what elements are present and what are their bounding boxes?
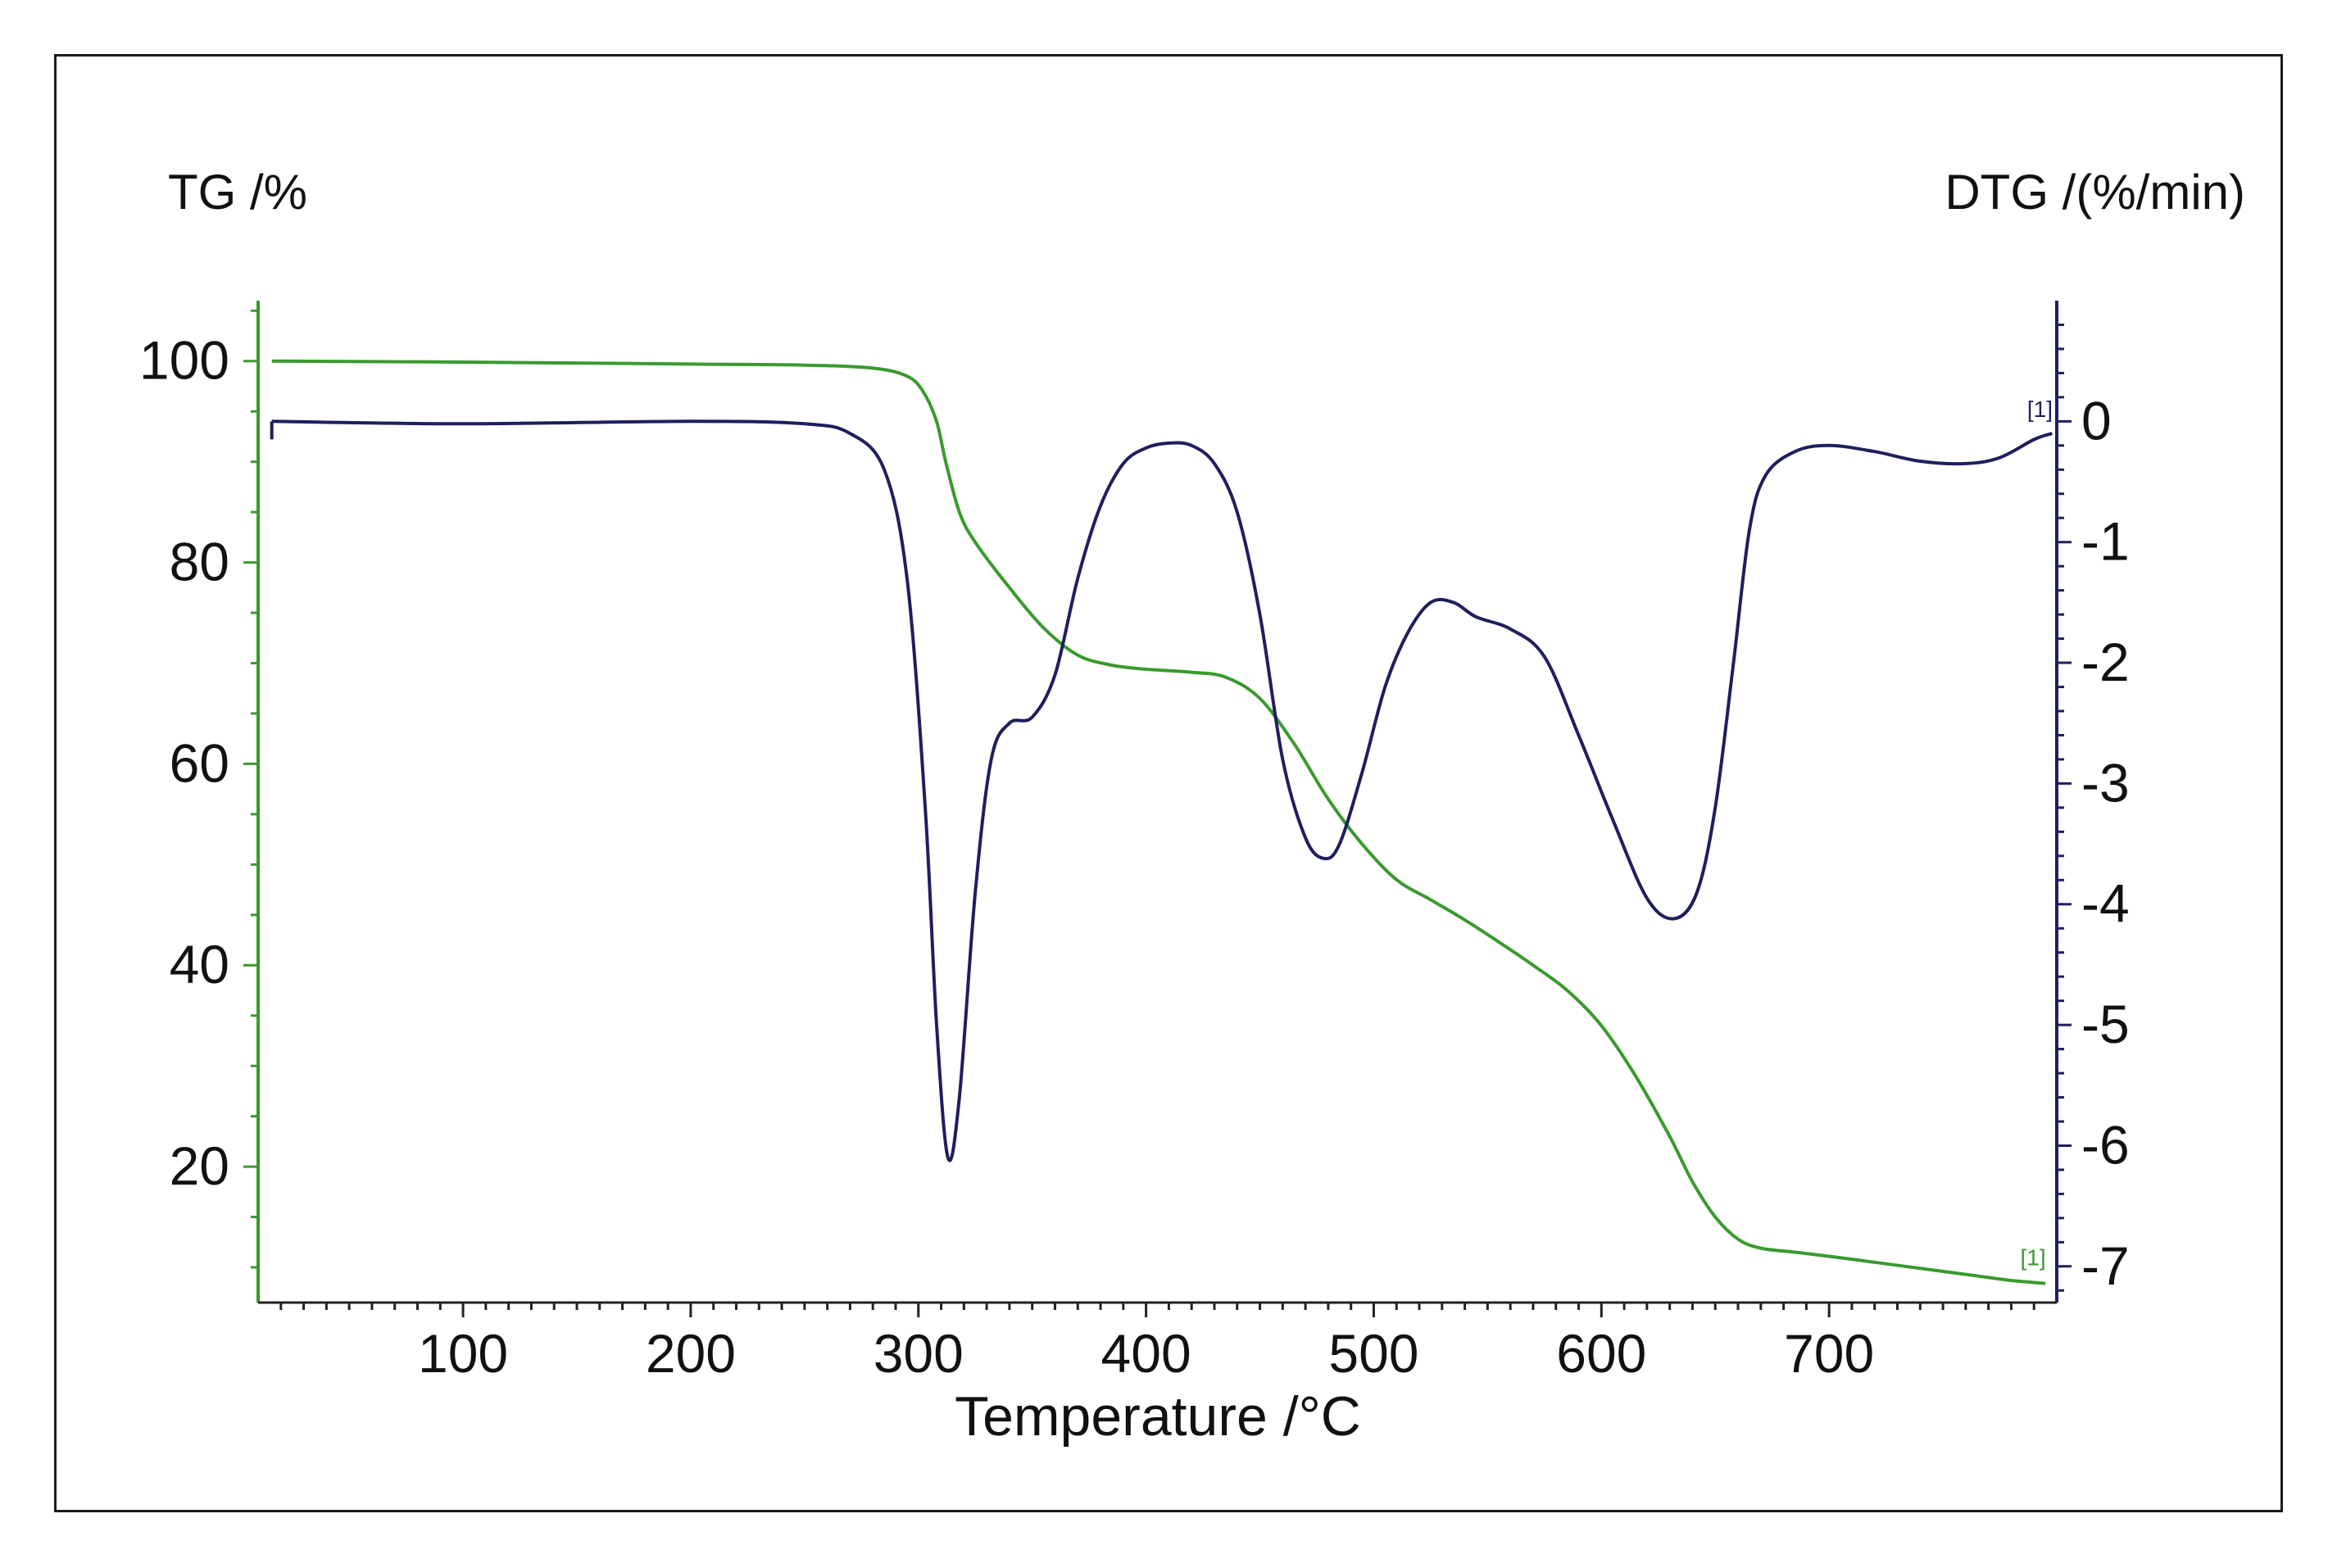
x-tick-label: 500 (1328, 1323, 1418, 1384)
tg-curve (271, 359, 2046, 1285)
right-axis-title: DTG /(%/min) (1945, 165, 2245, 220)
right-tick-label: -1 (2081, 511, 2130, 572)
x-tick-label: 600 (1556, 1323, 1646, 1384)
curves-layer (270, 359, 2053, 1285)
chart-frame (54, 54, 2283, 1512)
ticks-layer: 100 200 300 400 500 600 700 20 40 60 80 100 0 -1 -2 -3 -… (139, 309, 2130, 1384)
right-tick-label: -3 (2081, 752, 2130, 813)
tg-series-label: [1] (2021, 1245, 2046, 1271)
left-tick-label: 60 (170, 732, 229, 793)
right-tick-label: -7 (2081, 1235, 2130, 1296)
dtg-curve (271, 419, 2053, 1162)
series-labels-layer: [1] [1] (2021, 397, 2053, 1271)
x-tick-label: 100 (418, 1323, 508, 1384)
right-tick-label: 0 (2081, 390, 2112, 451)
x-tick-label: 400 (1101, 1323, 1191, 1384)
x-axis-title: Temperature /°C (955, 1385, 1361, 1448)
left-tick-label: 40 (170, 934, 229, 995)
right-tick-label: -5 (2081, 994, 2130, 1054)
dtg-series-label: [1] (2027, 397, 2053, 422)
x-tick-label: 700 (1784, 1323, 1874, 1384)
right-tick-label: -4 (2081, 873, 2130, 934)
right-tick-label: -2 (2081, 632, 2130, 692)
x-tick-label: 300 (874, 1323, 964, 1384)
right-tick-label: -6 (2081, 1114, 2130, 1175)
left-tick-label: 80 (170, 532, 229, 592)
x-tick-label: 200 (646, 1323, 736, 1384)
left-tick-label: 100 (139, 330, 229, 391)
left-tick-label: 20 (170, 1135, 229, 1196)
left-axis-title: TG /% (168, 165, 307, 220)
